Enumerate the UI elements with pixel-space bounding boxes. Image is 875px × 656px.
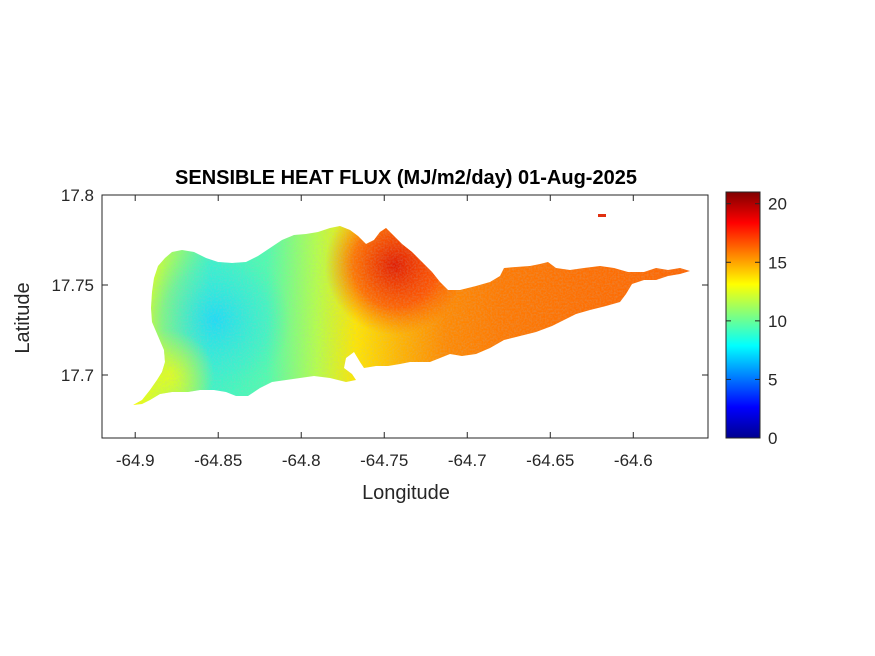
x-axis-label: Longitude	[362, 482, 450, 504]
islet	[598, 214, 606, 217]
x-tick-label: -64.7	[448, 451, 487, 470]
y-tick-label: 17.7	[61, 366, 94, 385]
colorbar-tick-label: 15	[768, 253, 787, 272]
x-tick-label: -64.6	[614, 451, 653, 470]
x-tick-label: -64.9	[116, 451, 155, 470]
y-tick-label: 17.75	[51, 276, 94, 295]
colorbar-ticks: 0 5 10 15 20	[726, 195, 787, 448]
colorbar-tick-label: 0	[768, 429, 777, 448]
colorbar-tick-label: 20	[768, 195, 787, 214]
y-tick-label: 17.8	[61, 186, 94, 205]
x-tick-label: -64.75	[360, 451, 408, 470]
y-axis-label: Latitude	[12, 282, 34, 353]
x-axis: -64.9 -64.85 -64.8 -64.75 -64.7 -64.65 -64.6	[116, 195, 653, 470]
x-tick-label: -64.8	[282, 451, 321, 470]
colorbar	[725, 191, 761, 439]
y-axis: 17.7 17.75 17.8	[51, 186, 708, 385]
chart-title: SENSIBLE HEAT FLUX (MJ/m2/day) 01-Aug-20…	[175, 167, 637, 189]
colorbar-tick-label: 10	[768, 312, 787, 331]
colorbar-tick-label: 5	[768, 370, 777, 389]
x-tick-label: -64.85	[194, 451, 242, 470]
x-tick-label: -64.65	[526, 451, 574, 470]
